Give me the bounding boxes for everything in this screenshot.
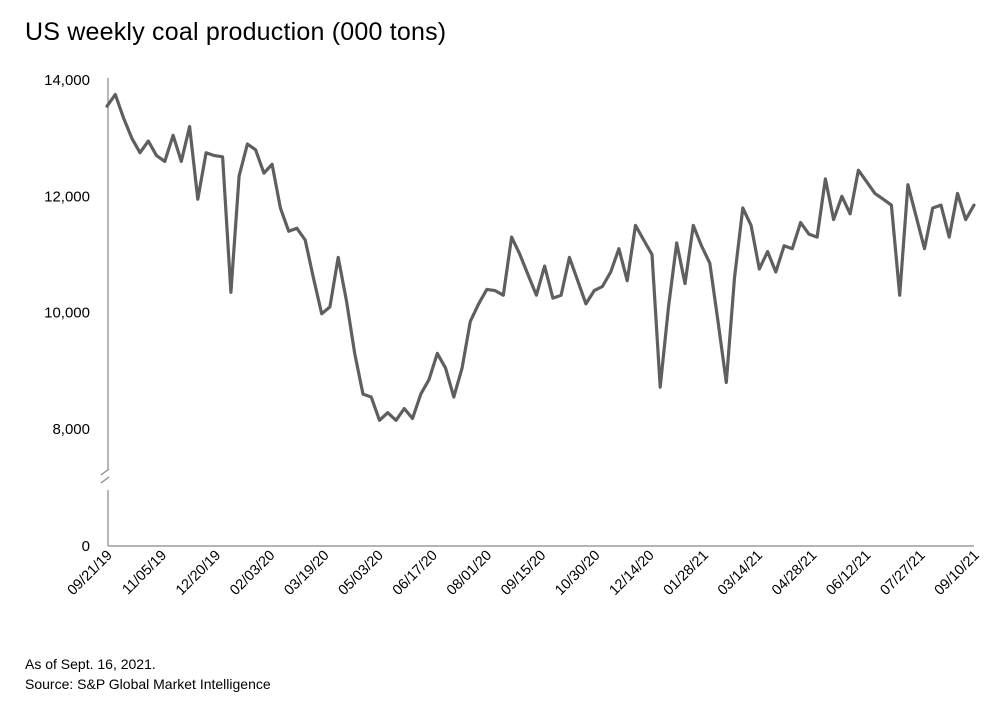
x-tick-label: 04/28/21	[769, 548, 820, 599]
x-tick-label: 12/20/19	[173, 548, 224, 599]
y-axis-break-mark	[100, 468, 110, 484]
x-tick-label: 09/21/19	[65, 548, 116, 599]
x-tick-label: 03/19/20	[281, 548, 332, 599]
x-tick-label: 03/14/21	[715, 548, 766, 599]
x-tick-label: 08/01/20	[444, 548, 495, 599]
y-tick-label: 0	[82, 538, 90, 555]
chart-source: Source: S&P Global Market Intelligence	[25, 676, 271, 692]
x-tick-label: 10/30/20	[552, 548, 603, 599]
x-tick-label: 01/28/21	[661, 548, 712, 599]
chart-note: As of Sept. 16, 2021.	[25, 656, 156, 672]
series-line	[105, 92, 976, 422]
y-tick-label: 12,000	[44, 188, 90, 205]
y-tick-label: 14,000	[44, 72, 90, 89]
x-tick-label: 06/12/21	[823, 548, 874, 599]
x-tick-label: 11/05/19	[120, 548, 170, 598]
x-tick-label: 02/03/20	[227, 548, 278, 599]
y-tick-label: 10,000	[44, 305, 90, 322]
y-tick-label: 8,000	[52, 421, 90, 438]
x-tick-label: 09/15/20	[498, 548, 549, 599]
series-lines	[105, 92, 976, 422]
chart-title: US weekly coal production (000 tons)	[25, 18, 447, 46]
x-tick-label: 12/14/20	[606, 548, 657, 599]
x-tick-label: 05/03/20	[336, 548, 387, 599]
x-tick-label: 09/10/21	[932, 548, 983, 599]
x-axis-ticks: 09/21/19 11/05/19 12/20/19 02/03/20 03/19/20…	[65, 548, 983, 599]
y-axis-ticks: 0 8,000 10,000 12,000 14,000	[44, 72, 90, 555]
x-tick-label: 06/17/20	[390, 548, 441, 599]
axes	[100, 78, 974, 547]
x-tick-label: 07/27/21	[877, 548, 928, 599]
